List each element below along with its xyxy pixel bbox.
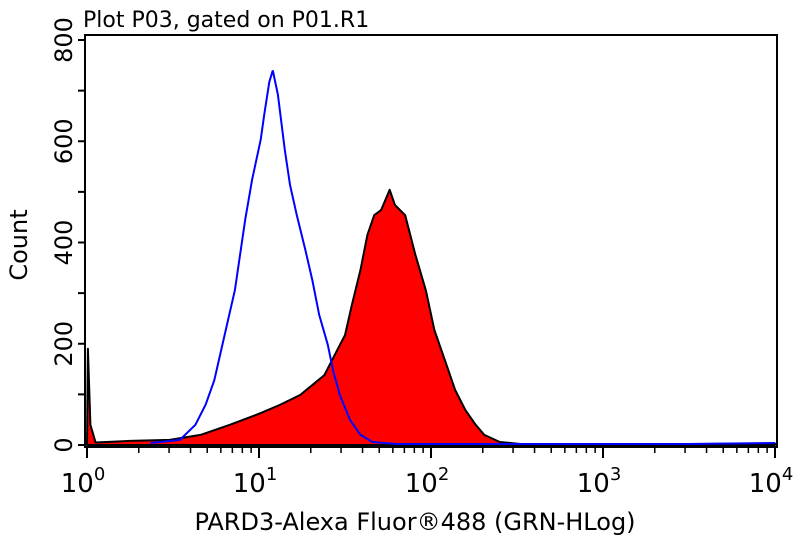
y-tick-label: 800 bbox=[50, 17, 78, 63]
x-tick-label: 103 bbox=[577, 464, 622, 499]
x-tick-label: 101 bbox=[233, 464, 278, 499]
series-stained-histogram bbox=[86, 188, 776, 446]
y-tick-label: 400 bbox=[50, 220, 78, 266]
series-control-histogram bbox=[150, 70, 776, 445]
y-tick-label: 200 bbox=[50, 321, 78, 367]
chart-title: Plot P03, gated on P01.R1 bbox=[83, 8, 369, 33]
x-tick-label: 100 bbox=[61, 464, 106, 499]
y-axis-label: Count bbox=[5, 209, 33, 280]
x-axis-label: PARD3-Alexa Fluor®488 (GRN-HLog) bbox=[194, 508, 635, 536]
x-tick-label: 102 bbox=[405, 464, 450, 499]
y-tick-label: 0 bbox=[50, 437, 78, 452]
x-tick-label: 104 bbox=[749, 464, 794, 499]
y-tick-label: 600 bbox=[50, 118, 78, 164]
